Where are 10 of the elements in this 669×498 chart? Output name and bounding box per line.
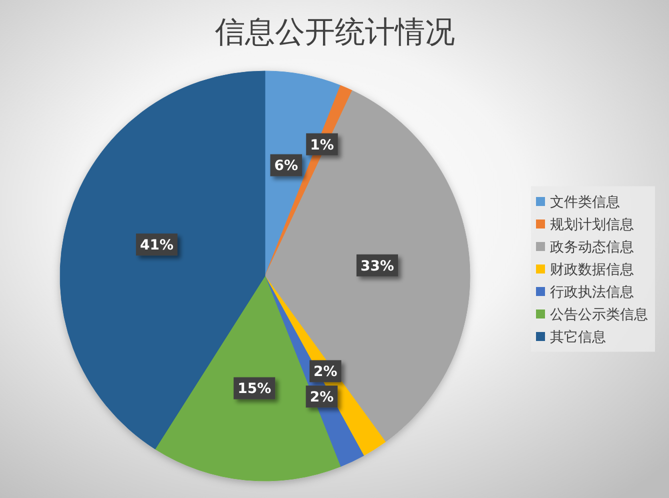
data-label: 15% (238, 381, 272, 398)
data-label: 2% (314, 364, 338, 380)
data-label: 41% (140, 238, 174, 254)
data-label: 1% (310, 137, 334, 154)
title: 信息公开统计情况 (215, 15, 455, 50)
legend-label: 文件类信息 (550, 194, 620, 210)
data-label: 2% (310, 390, 334, 406)
legend-label: 其它信息 (550, 330, 606, 346)
data-label: 6% (274, 158, 298, 174)
data-label: 33% (360, 258, 394, 274)
